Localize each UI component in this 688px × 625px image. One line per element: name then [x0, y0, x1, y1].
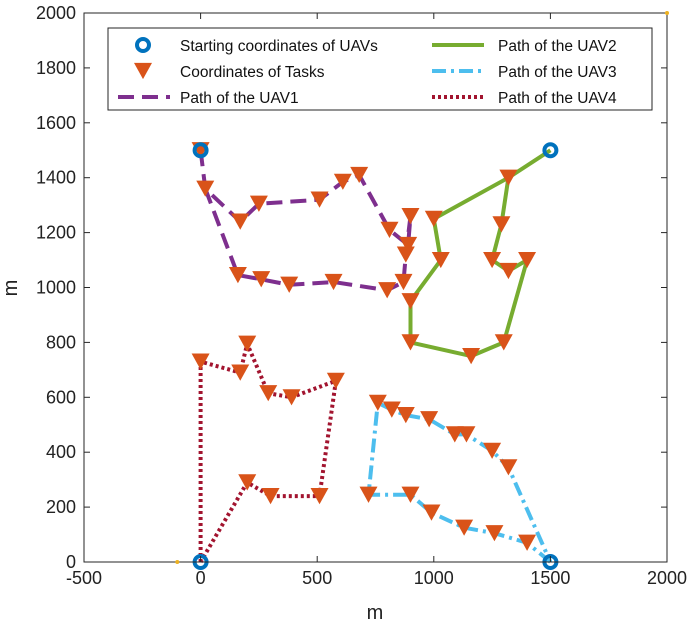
task-marker	[228, 267, 247, 284]
start-marker	[192, 142, 209, 159]
uav3-path-line	[366, 400, 553, 564]
task-marker	[396, 246, 415, 263]
task-marker	[282, 389, 301, 406]
task-marker	[310, 191, 329, 208]
task-marker	[483, 251, 502, 269]
task-marker	[394, 273, 413, 291]
legend-task-icon	[134, 62, 152, 80]
x-tick-label: 0	[196, 568, 206, 588]
task-marker	[196, 180, 215, 197]
legend-box	[107, 27, 653, 111]
x-axis: -500 0 500 1000 1500 2000	[66, 13, 687, 588]
task-marker	[326, 372, 345, 389]
task-marker	[259, 385, 278, 402]
y-tick-label: 200	[46, 497, 76, 517]
legend-start-icon	[135, 37, 151, 53]
legend-label: Path of the UAV2	[498, 38, 617, 55]
task-marker	[378, 282, 397, 299]
task-marker	[431, 251, 450, 269]
task-marker	[455, 519, 474, 536]
y-axis: 0 200 400 600 800 1000 1200 1400 1600 1800 2000	[36, 3, 667, 572]
task-marker	[231, 213, 250, 230]
x-tick-label: 1000	[414, 568, 454, 588]
y-tick-label: 600	[46, 387, 76, 407]
task-marker	[249, 195, 268, 212]
task-marker	[380, 221, 399, 238]
task-marker	[462, 348, 481, 365]
task-marker	[401, 334, 420, 351]
y-tick-label: 1000	[36, 278, 76, 298]
task-marker	[420, 411, 439, 428]
task-marker	[445, 426, 464, 443]
x-tick-label: 1500	[530, 568, 570, 588]
task-marker	[324, 273, 343, 291]
task-marker	[457, 426, 476, 443]
task-marker	[359, 486, 378, 503]
x-tick-label: -500	[66, 568, 102, 588]
y-tick-label: 2000	[36, 3, 76, 23]
corner-marker	[665, 11, 669, 15]
task-marker	[368, 394, 387, 411]
task-marker	[333, 173, 352, 190]
task-marker	[191, 353, 210, 370]
legend: Starting coordinates of UAVs Coordinates …	[107, 11, 669, 564]
y-tick-label: 1400	[36, 168, 76, 188]
task-marker	[424, 210, 443, 227]
task-marker	[382, 401, 401, 418]
y-axis-label: m	[0, 280, 22, 297]
legend-label: Path of the UAV3	[498, 64, 617, 81]
task-marker	[499, 459, 518, 476]
x-axis-label: m	[367, 602, 384, 624]
task-marker	[396, 407, 415, 424]
task-marker	[238, 335, 257, 352]
task-marker	[401, 293, 420, 310]
task-marker	[310, 488, 329, 505]
task-marker	[252, 271, 271, 288]
corner-marker	[175, 560, 180, 564]
uav-paths	[198, 148, 553, 564]
y-tick-label: 1600	[36, 113, 76, 133]
task-marker	[231, 364, 250, 381]
y-tick-label: 800	[46, 332, 76, 352]
task-marker	[492, 216, 511, 233]
task-marker	[401, 208, 420, 225]
task-marker	[494, 334, 513, 351]
uav4-path-line	[198, 341, 338, 564]
x-tick-label: 2000	[647, 568, 687, 588]
task-marker	[422, 504, 441, 521]
y-tick-label: 1200	[36, 223, 76, 243]
y-tick-label: 400	[46, 442, 76, 462]
task-marker	[238, 474, 257, 491]
task-marker	[350, 166, 369, 184]
legend-label: Starting coordinates of UAVs	[180, 38, 378, 55]
task-marker	[499, 262, 518, 280]
task-markers	[191, 142, 537, 551]
task-marker	[483, 442, 502, 459]
task-marker	[280, 276, 299, 293]
legend-label: Path of the UAV1	[180, 90, 299, 107]
legend-label: Path of the UAV4	[498, 90, 617, 107]
y-tick-label: 0	[66, 552, 76, 572]
x-tick-label: 500	[302, 568, 332, 588]
task-marker	[261, 488, 280, 505]
task-marker	[499, 169, 518, 186]
task-marker	[518, 251, 537, 269]
start-marker	[542, 142, 559, 159]
uav1-path-line	[198, 150, 413, 293]
task-marker	[518, 534, 537, 551]
legend-label: Coordinates of Tasks	[180, 64, 325, 81]
task-marker	[401, 486, 420, 503]
y-tick-label: 1800	[36, 58, 76, 78]
task-marker	[485, 525, 504, 542]
task-marker	[399, 236, 418, 254]
